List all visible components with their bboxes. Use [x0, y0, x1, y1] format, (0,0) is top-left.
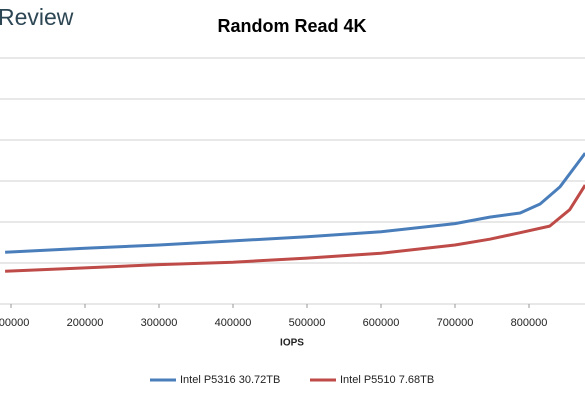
series-line [5, 152, 585, 254]
legend-label: Intel P5510 7.68TB [340, 374, 434, 386]
x-tick-label: 800000 [511, 317, 548, 329]
x-axis-label: IOPS [280, 338, 304, 349]
x-tick-label: 300000 [141, 317, 178, 329]
chart-title: Random Read 4K [217, 16, 366, 36]
series-line [5, 184, 585, 273]
x-tick-label: 400000 [215, 317, 252, 329]
x-tick-label: 200000 [67, 317, 104, 329]
logo: Review [0, 4, 74, 30]
x-tick-label: 100000 [0, 317, 29, 329]
x-tick-label: 600000 [363, 317, 400, 329]
legend-label: Intel P5316 30.72TB [180, 374, 280, 386]
x-tick-label: 700000 [437, 317, 474, 329]
x-tick-label: 500000 [289, 317, 326, 329]
